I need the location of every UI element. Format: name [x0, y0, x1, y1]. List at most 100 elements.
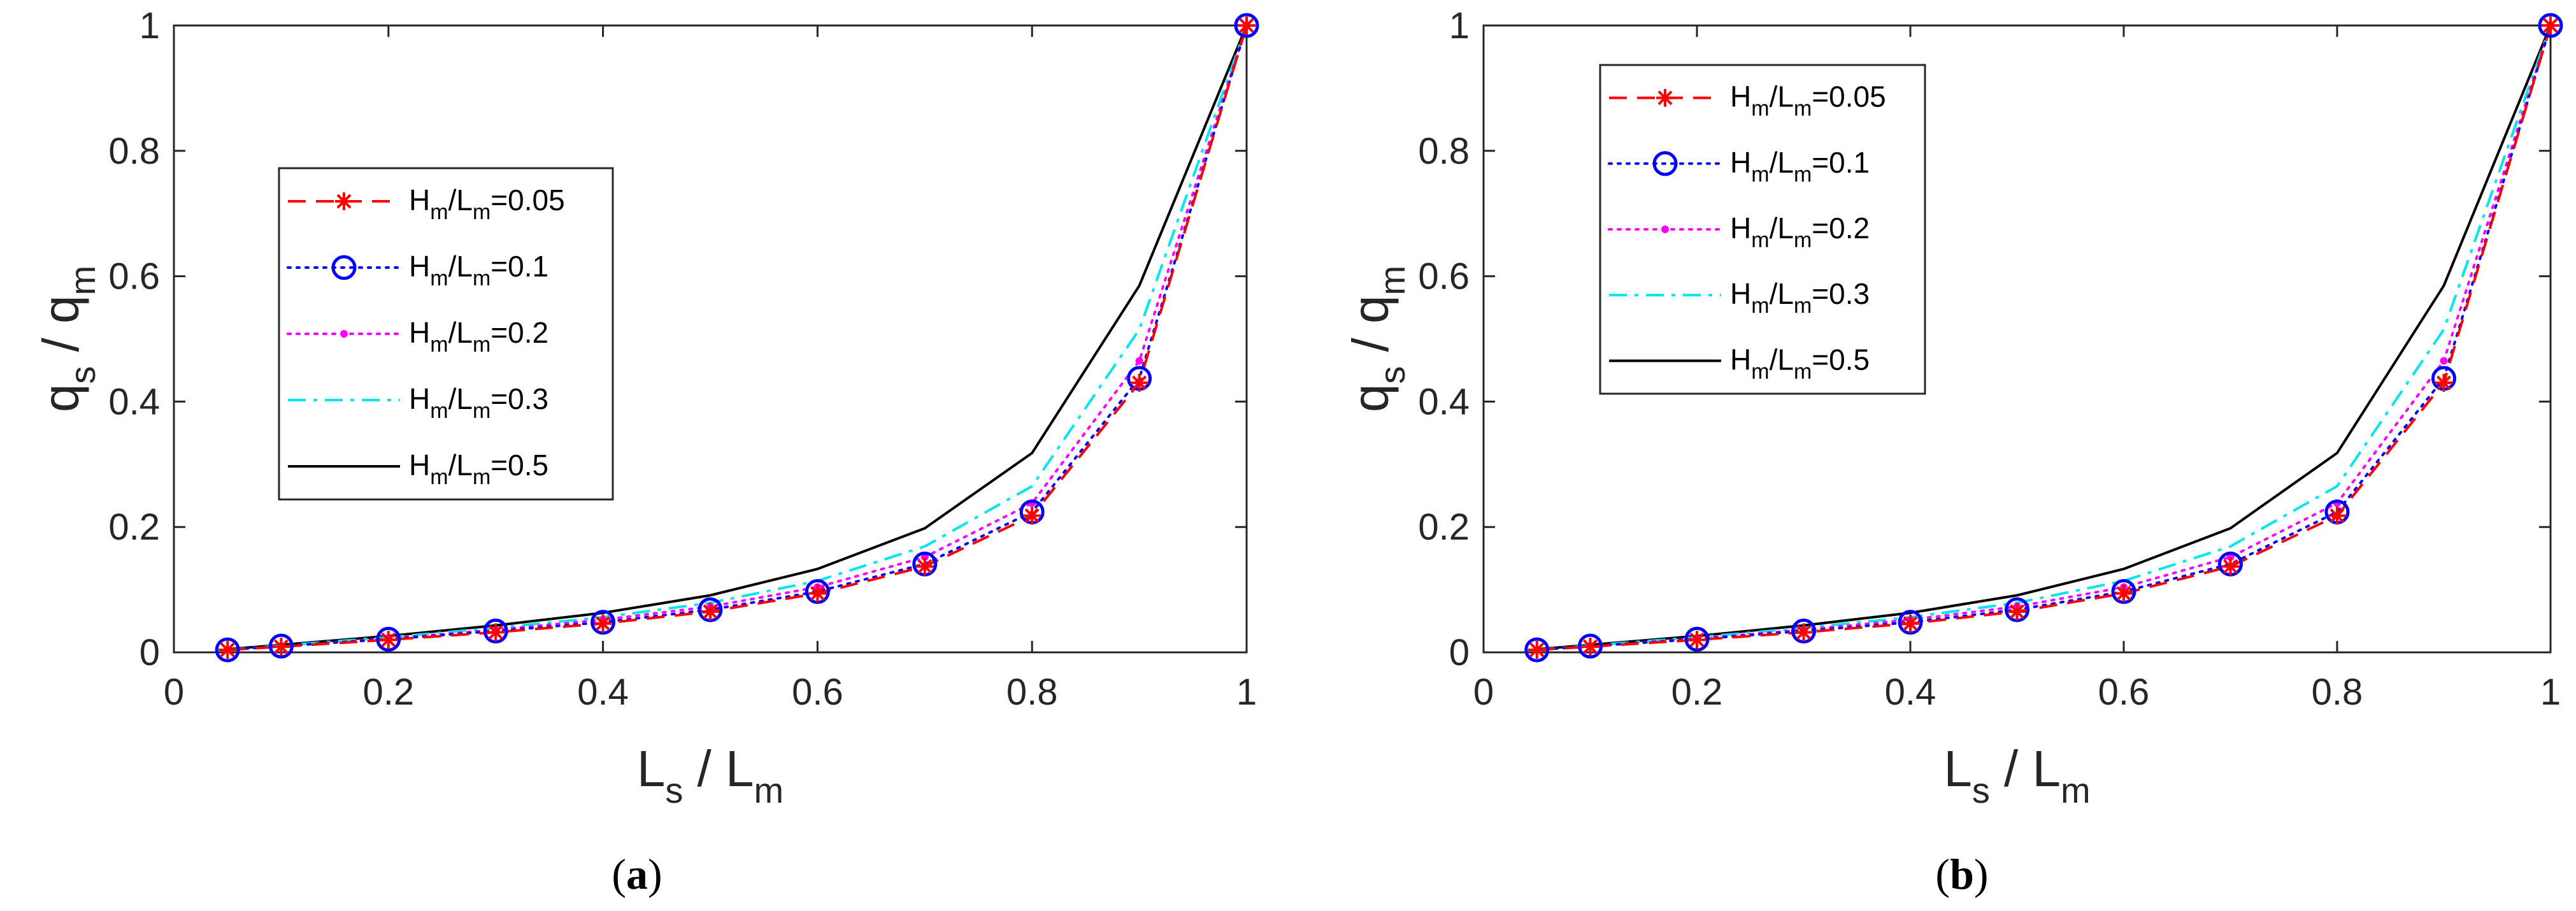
legend-label-part: H — [1730, 146, 1751, 179]
asterisk-stroke — [336, 194, 352, 209]
x-tick-label: 0 — [1473, 671, 1494, 713]
data-point — [1023, 506, 1041, 525]
x-axis-label: Ls / Lm — [1943, 740, 2090, 810]
caption-paren: ) — [648, 850, 662, 898]
data-point — [2226, 553, 2235, 561]
asterisk-stroke — [703, 604, 718, 619]
x-tick-label: 0.6 — [2098, 671, 2150, 713]
y-tick-label: 0.8 — [108, 131, 160, 172]
data-point — [1791, 619, 1816, 644]
x-tick-label: 1 — [1236, 671, 1257, 713]
data-point — [1898, 610, 1923, 635]
y-label-sub: m — [1372, 266, 1412, 296]
legend-label-sub: m — [1794, 228, 1812, 252]
legend-label-part: =0.3 — [1812, 277, 1870, 310]
data-point — [698, 597, 723, 622]
y-label-sub: m — [62, 266, 103, 296]
x-label-sep: / L — [683, 740, 754, 797]
y-tick-label: 1 — [140, 5, 160, 47]
asterisk-stroke — [1583, 639, 1598, 654]
legend-label-part: =0.2 — [490, 316, 548, 349]
data-point — [2328, 506, 2346, 525]
legend-label-part: =0.5 — [490, 448, 548, 482]
legend-label-part: H — [409, 183, 430, 217]
y-tick-label: 0.4 — [1418, 381, 1470, 422]
data-point — [379, 631, 397, 649]
data-point — [2115, 584, 2133, 603]
x-tick-label: 0.2 — [362, 671, 414, 713]
y-tick-label: 0.2 — [1418, 506, 1470, 548]
y-label-sep: / q — [1342, 295, 1399, 366]
data-point — [2440, 357, 2448, 365]
legend-label: Hm/Lm=0.3 — [409, 382, 548, 423]
asterisk-stroke — [2116, 586, 2131, 601]
legend-swatch-marker — [1656, 89, 1674, 107]
data-point — [1581, 638, 1599, 656]
legend-label-part: =0.2 — [1812, 212, 1870, 245]
data-point — [483, 619, 508, 644]
caption-letter: a — [626, 850, 648, 898]
legend-label-sub: m — [473, 266, 490, 291]
legend-label-part: /L — [448, 183, 473, 217]
legend-label-part: H — [409, 250, 430, 283]
data-point — [915, 557, 934, 576]
legend-swatch-marker — [335, 192, 353, 210]
panel-caption: (b) — [1935, 850, 1988, 898]
x-label-sep: / L — [1990, 740, 2061, 797]
x-tick-label: 0.6 — [792, 671, 843, 713]
legend-label-part: /L — [448, 382, 473, 415]
x-tick-label: 0.4 — [577, 671, 629, 713]
legend-label-part: =0.5 — [1812, 343, 1870, 376]
legend-label-sub: m — [473, 399, 490, 423]
legend-label-part: =0.05 — [1812, 80, 1885, 113]
legend-label-sub: m — [430, 333, 448, 357]
data-point — [1688, 631, 1706, 649]
data-point — [1901, 614, 1919, 633]
data-point — [1524, 637, 1550, 663]
y-label-sub: s — [62, 366, 103, 384]
data-point — [1234, 13, 1259, 38]
asterisk-stroke — [596, 616, 611, 631]
x-axis-label: Ls / Lm — [637, 740, 784, 810]
legend-label: Hm/Lm=0.2 — [1730, 212, 1870, 252]
legend-label-part: H — [409, 382, 430, 415]
asterisk-stroke — [1796, 625, 1811, 640]
legend-label-part: /L — [1770, 80, 1794, 113]
data-point — [808, 584, 827, 603]
legend-label-sub: m — [473, 200, 490, 224]
legend-label-sub: m — [430, 399, 448, 423]
legend: Hm/Lm=0.05Hm/Lm=0.1Hm/Lm=0.2Hm/Lm=0.3Hm/… — [278, 167, 614, 501]
y-axis-label: qs / qm — [32, 266, 103, 412]
data-point — [594, 614, 612, 633]
legend-label: Hm/Lm=0.1 — [1730, 146, 1870, 187]
x-tick-label: 1 — [2540, 671, 2561, 713]
legend-label-part: /L — [448, 316, 473, 349]
asterisk-stroke — [917, 559, 933, 574]
y-label-main: q — [32, 384, 89, 413]
legend-label-sub: m — [430, 465, 448, 489]
legend-swatch-marker — [1652, 151, 1678, 176]
x-label-main: L — [1943, 740, 1972, 797]
asterisk-stroke — [1689, 632, 1705, 647]
data-point — [2005, 597, 2029, 622]
legend-label-part: /L — [1770, 212, 1794, 245]
legend-label-part: =0.3 — [490, 382, 548, 415]
legend-label-sub: m — [1751, 359, 1769, 384]
y-axis-label: qs / qm — [1342, 266, 1412, 412]
x-label-sub: s — [1972, 770, 1990, 810]
data-point — [701, 603, 719, 621]
data-point — [487, 623, 505, 642]
asterisk-stroke — [2543, 18, 2558, 33]
legend-label: Hm/Lm=0.3 — [1730, 277, 1870, 318]
x-label-main: L — [637, 740, 666, 797]
data-point — [2221, 557, 2240, 576]
asterisk-stroke — [488, 625, 503, 640]
asterisk-stroke — [2223, 559, 2238, 574]
legend-label: Hm/Lm=0.2 — [409, 316, 548, 357]
asterisk-stroke — [810, 586, 825, 601]
y-tick-label: 0.8 — [1418, 131, 1470, 172]
x-tick-label: 0.2 — [1671, 671, 1723, 713]
y-tick-label: 0.6 — [1418, 256, 1470, 298]
